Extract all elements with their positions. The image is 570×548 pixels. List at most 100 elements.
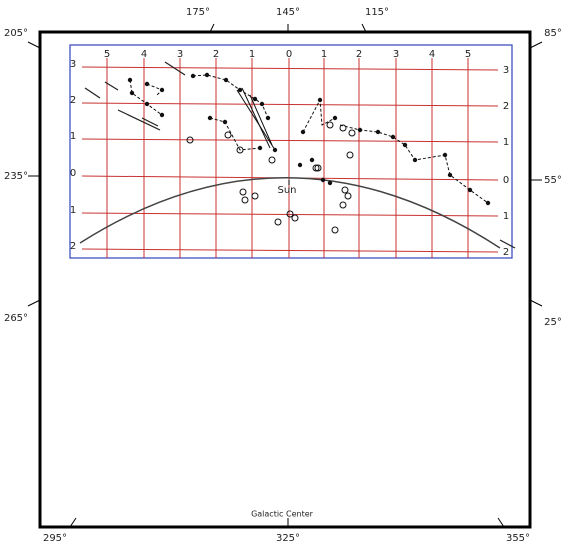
sun-label: Sun [277, 185, 296, 196]
filled-point [127, 77, 133, 83]
filled-point [190, 73, 196, 79]
grid-label: 2 [503, 101, 509, 112]
outer-label: 295° [43, 533, 67, 544]
open-point [344, 192, 352, 200]
filled-point [272, 147, 278, 153]
open-point [339, 124, 347, 132]
outer-label: 265° [4, 313, 28, 324]
filled-point [237, 87, 243, 93]
grid-line [81, 248, 499, 253]
grid-label: 0 [70, 168, 76, 179]
filled-point [320, 177, 326, 183]
data-points [127, 72, 491, 234]
filled-point [144, 101, 150, 107]
open-point [291, 214, 299, 222]
grid-label: 2 [213, 49, 219, 60]
arc [79, 177, 501, 249]
outer-label: 355° [506, 533, 530, 544]
grid-line [81, 138, 499, 143]
filled-point [375, 129, 381, 135]
filled-point [223, 77, 229, 83]
filled-point [412, 157, 418, 163]
grid-label: 1 [503, 211, 509, 222]
grid-label: 3 [177, 49, 183, 60]
filled-point [129, 90, 135, 96]
grid-frame [69, 44, 513, 259]
open-point [286, 210, 294, 218]
open-point [186, 136, 194, 144]
filled-point [309, 157, 315, 163]
grid-label: 2 [356, 49, 362, 60]
open-point [314, 164, 322, 172]
filled-point [257, 145, 263, 151]
outer-label: 175° [186, 7, 210, 18]
coordinate-grid [81, 58, 499, 258]
outer-label: 325° [276, 533, 300, 544]
open-point [346, 151, 354, 159]
open-point [236, 146, 244, 154]
open-point [251, 192, 259, 200]
filled-point [159, 112, 165, 118]
outer-label: 25° [544, 317, 562, 328]
filled-point [252, 96, 258, 102]
open-point [331, 226, 339, 234]
grid-label: 1 [70, 205, 76, 216]
open-point [341, 186, 349, 194]
filled-point [467, 187, 473, 193]
filled-point [297, 162, 303, 168]
filled-point [144, 81, 150, 87]
filled-point [204, 72, 210, 78]
grid-line [81, 212, 499, 217]
open-point [312, 164, 320, 172]
filled-point [390, 134, 396, 140]
open-point [224, 131, 232, 139]
outer-frame [38, 30, 532, 529]
outer-ticks [27, 23, 543, 528]
grid-label: 5 [465, 49, 471, 60]
grid-label: 0 [503, 175, 509, 186]
open-point [274, 218, 282, 226]
filled-point [207, 115, 213, 121]
grid-line [81, 66, 499, 71]
outer-label: 145° [276, 7, 300, 18]
stray-dashes [84, 61, 516, 249]
grid-label: 3 [393, 49, 399, 60]
open-point [326, 121, 334, 129]
outer-label: 205° [4, 28, 28, 39]
filled-point [447, 172, 453, 178]
grid-label: 1 [249, 49, 255, 60]
filled-point [332, 115, 338, 121]
filled-point [300, 129, 306, 135]
dashed-chains [129, 74, 489, 204]
grid-label: 5 [104, 49, 110, 60]
filled-point [485, 200, 491, 206]
grid-label: 1 [503, 137, 509, 148]
grid-line [81, 102, 499, 107]
grid-label: 2 [70, 95, 76, 106]
filled-point [327, 180, 333, 186]
grid-label: 2 [70, 241, 76, 252]
open-point [241, 196, 249, 204]
grid-label: 2 [503, 247, 509, 258]
outer-label: 55° [544, 175, 562, 186]
open-point [239, 188, 247, 196]
grid-label: 3 [70, 59, 76, 70]
open-point [339, 201, 347, 209]
filled-point [317, 97, 323, 103]
grid-label: 4 [429, 49, 435, 60]
filled-point [357, 127, 363, 133]
outer-label: 85° [544, 28, 562, 39]
open-point [268, 156, 276, 164]
filled-point [402, 142, 408, 148]
bottom-label: Galactic Center [251, 510, 314, 519]
filled-point [159, 87, 165, 93]
solid-lines [236, 87, 276, 151]
filled-point [442, 152, 448, 158]
filled-point [265, 115, 271, 121]
filled-point [222, 119, 228, 125]
grid-label: 4 [141, 49, 147, 60]
grid-label: 3 [503, 65, 509, 76]
grid-label: 1 [70, 131, 76, 142]
outer-label: 235° [4, 171, 28, 182]
